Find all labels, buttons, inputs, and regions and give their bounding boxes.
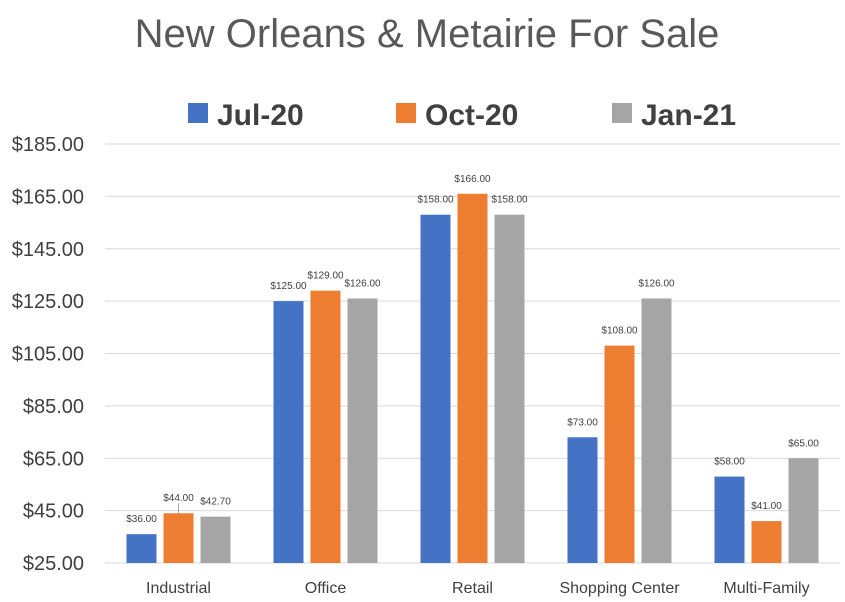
data-label: $126.00 xyxy=(638,279,675,290)
data-label: $158.00 xyxy=(491,195,528,206)
x-tick-label: Office xyxy=(305,580,347,597)
x-tick-label: Shopping Center xyxy=(559,580,680,597)
data-label: $158.00 xyxy=(417,195,454,206)
bar-jul-20-office xyxy=(273,301,304,563)
bar-jan-21-shopping-center xyxy=(641,298,672,563)
legend-label: Jul-20 xyxy=(217,99,304,132)
data-label: $41.00 xyxy=(751,501,782,512)
y-tick-label: $125.00 xyxy=(12,291,84,313)
bar-oct-20-multi-family xyxy=(751,521,782,563)
legend-label: Oct-20 xyxy=(425,99,518,132)
legend-swatch-jan-21 xyxy=(612,103,632,123)
y-tick-label: $165.00 xyxy=(12,186,84,208)
y-tick-label: $145.00 xyxy=(12,239,84,261)
data-label: $42.70 xyxy=(200,497,231,508)
legend-label: Jan-21 xyxy=(641,99,736,132)
data-label: $125.00 xyxy=(270,281,307,292)
y-tick-label: $185.00 xyxy=(12,134,84,156)
y-axis: $25.00 $45.00 $65.00 $85.00 $105.00 $125.00 $1… xyxy=(12,134,84,575)
data-label: $166.00 xyxy=(454,174,491,185)
bar-oct-20-retail xyxy=(457,193,488,563)
legend-swatch-oct-20 xyxy=(396,103,416,123)
bar-jul-20-retail xyxy=(420,214,451,564)
data-label: $44.00 xyxy=(163,493,194,504)
data-label: $73.00 xyxy=(567,417,598,428)
bar-oct-20-shopping-center xyxy=(604,345,635,563)
bar-oct-20-industrial xyxy=(163,513,194,563)
bar-jan-21-retail xyxy=(494,214,525,564)
legend-swatch-jul-20 xyxy=(188,103,208,123)
data-label: $129.00 xyxy=(307,271,344,282)
bar-jan-21-multi-family xyxy=(788,458,819,563)
x-tick-label: Multi-Family xyxy=(723,580,809,597)
bars: $36.00$44.00 $42.70$125.00$129.00$126.00$… xyxy=(126,174,819,564)
bar-jul-20-shopping-center xyxy=(567,437,598,563)
x-tick-label: Industrial xyxy=(146,580,211,597)
y-tick-label: $45.00 xyxy=(23,501,84,523)
x-tick-label: Retail xyxy=(452,580,493,597)
x-axis: Industrial Office Retail Shopping Center Mul… xyxy=(146,580,810,597)
bar-jan-21-office xyxy=(347,298,378,563)
data-label: $65.00 xyxy=(788,438,819,449)
bar-jan-21-industrial xyxy=(200,516,231,563)
data-label: $58.00 xyxy=(714,457,745,468)
data-label: $36.00 xyxy=(126,514,157,525)
chart-title: New Orleans & Metairie For Sale xyxy=(135,12,720,56)
data-label: $108.00 xyxy=(601,326,638,337)
bar-jul-20-multi-family xyxy=(714,476,745,563)
bar-oct-20-office xyxy=(310,290,341,563)
data-label: $126.00 xyxy=(344,279,381,290)
y-tick-label: $105.00 xyxy=(12,344,84,366)
bar-jul-20-industrial xyxy=(126,534,157,563)
y-tick-label: $65.00 xyxy=(23,448,84,470)
y-tick-label: $25.00 xyxy=(23,553,84,575)
legend: Jul-20 Oct-20 Jan-21 xyxy=(188,99,736,132)
y-tick-label: $85.00 xyxy=(23,396,84,418)
